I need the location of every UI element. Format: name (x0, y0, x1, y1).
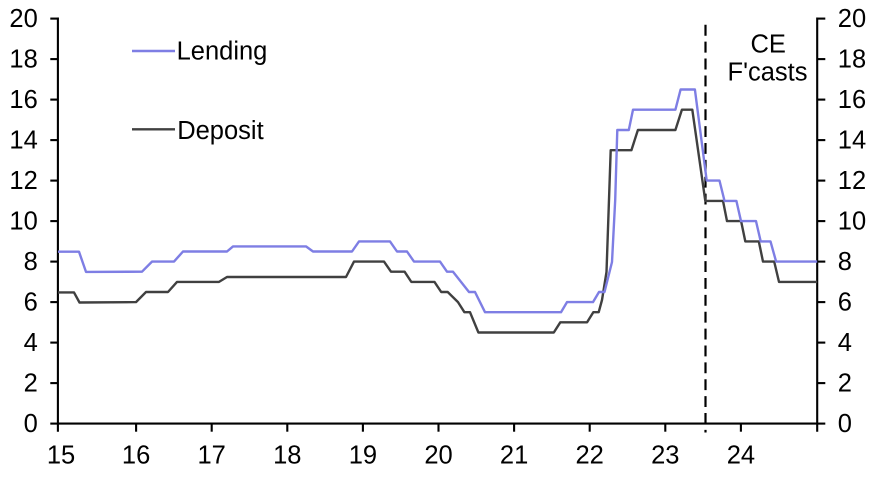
svg-text:16: 16 (838, 86, 866, 114)
svg-text:14: 14 (9, 127, 37, 155)
svg-text:4: 4 (838, 329, 852, 357)
svg-text:10: 10 (838, 208, 866, 236)
svg-text:20: 20 (9, 5, 37, 33)
svg-text:22: 22 (576, 442, 604, 470)
svg-text:19: 19 (349, 442, 377, 470)
svg-text:2: 2 (24, 370, 38, 398)
svg-text:15: 15 (47, 442, 75, 470)
svg-text:6: 6 (24, 289, 38, 317)
svg-text:CE: CE (750, 31, 785, 59)
svg-text:12: 12 (9, 167, 37, 195)
svg-text:4: 4 (24, 329, 38, 357)
svg-text:17: 17 (198, 442, 226, 470)
svg-text:0: 0 (838, 410, 852, 438)
svg-text:18: 18 (9, 46, 37, 74)
svg-text:0: 0 (24, 410, 38, 438)
svg-text:12: 12 (838, 167, 866, 195)
svg-text:8: 8 (838, 248, 852, 276)
svg-text:18: 18 (838, 46, 866, 74)
svg-text:10: 10 (9, 208, 37, 236)
svg-text:20: 20 (838, 5, 866, 33)
svg-text:20: 20 (424, 442, 452, 470)
svg-text:18: 18 (273, 442, 301, 470)
svg-text:16: 16 (9, 86, 37, 114)
svg-text:16: 16 (122, 442, 150, 470)
svg-text:6: 6 (838, 289, 852, 317)
svg-text:21: 21 (500, 442, 528, 470)
svg-text:14: 14 (838, 127, 866, 155)
svg-text:23: 23 (651, 442, 679, 470)
svg-text:Lending: Lending (177, 38, 268, 66)
svg-text:8: 8 (24, 248, 38, 276)
svg-text:2: 2 (838, 370, 852, 398)
svg-text:F'casts: F'casts (728, 59, 808, 87)
svg-text:24: 24 (727, 442, 755, 470)
svg-text:Deposit: Deposit (177, 117, 263, 145)
